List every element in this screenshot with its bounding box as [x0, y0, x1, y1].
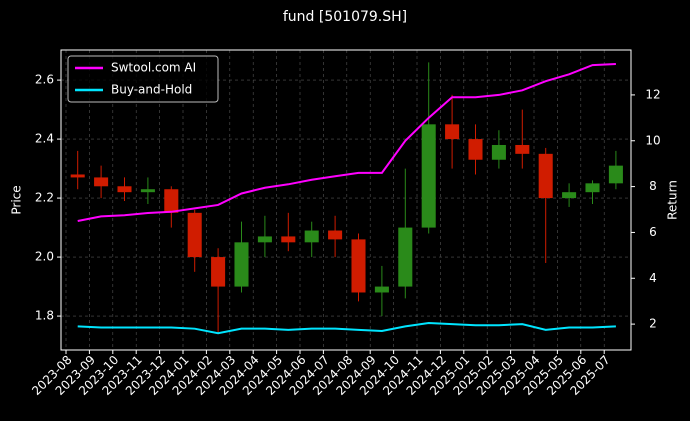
candle-body	[211, 257, 226, 287]
candle-body	[515, 144, 530, 154]
y-tick-label: 2.6	[35, 73, 54, 87]
candle-body	[374, 286, 389, 293]
y2-tick-label: 6	[649, 225, 657, 239]
legend-label: Swtool.com AI	[111, 61, 196, 75]
plot-frame	[60, 49, 632, 351]
y2-tick-label: 8	[649, 179, 657, 193]
candle-body	[140, 189, 155, 193]
candle-body	[468, 139, 483, 160]
y2-tick-label: 2	[649, 317, 657, 331]
legend-label: Buy-and-Hold	[111, 83, 192, 97]
candle-body	[351, 239, 366, 293]
y2-tick-label: 10	[645, 133, 660, 147]
legend-box	[67, 55, 219, 103]
candle-body	[304, 230, 319, 243]
candle-body	[70, 174, 85, 178]
chart-title: fund [501079.SH]	[283, 9, 407, 25]
candle-body	[445, 124, 460, 140]
candle-body	[117, 186, 132, 193]
candle-body	[164, 189, 179, 213]
candle-body	[94, 177, 109, 187]
candle-body	[585, 183, 600, 193]
y-axis-label: Price	[10, 185, 24, 214]
candle-body	[421, 124, 436, 228]
candle-body	[491, 144, 506, 160]
y2-tick-label: 12	[645, 87, 660, 101]
candle-body	[608, 165, 623, 184]
candle-body	[328, 230, 343, 240]
y-tick-label: 2.4	[35, 132, 54, 146]
y2-axis-label: Return	[666, 180, 680, 220]
candle-body	[281, 236, 296, 243]
candle-body	[187, 212, 202, 258]
y-tick-label: 2.0	[35, 250, 54, 264]
y2-tick-label: 4	[649, 271, 657, 285]
candle-body	[538, 153, 553, 199]
return-line	[77, 62, 616, 222]
return-line	[77, 321, 616, 335]
candle-body	[562, 192, 577, 199]
y-tick-label: 1.8	[35, 309, 54, 323]
candle-body	[257, 236, 272, 243]
candle-body	[234, 242, 249, 287]
y-tick-label: 2.2	[35, 191, 54, 205]
candle-body	[398, 227, 413, 287]
